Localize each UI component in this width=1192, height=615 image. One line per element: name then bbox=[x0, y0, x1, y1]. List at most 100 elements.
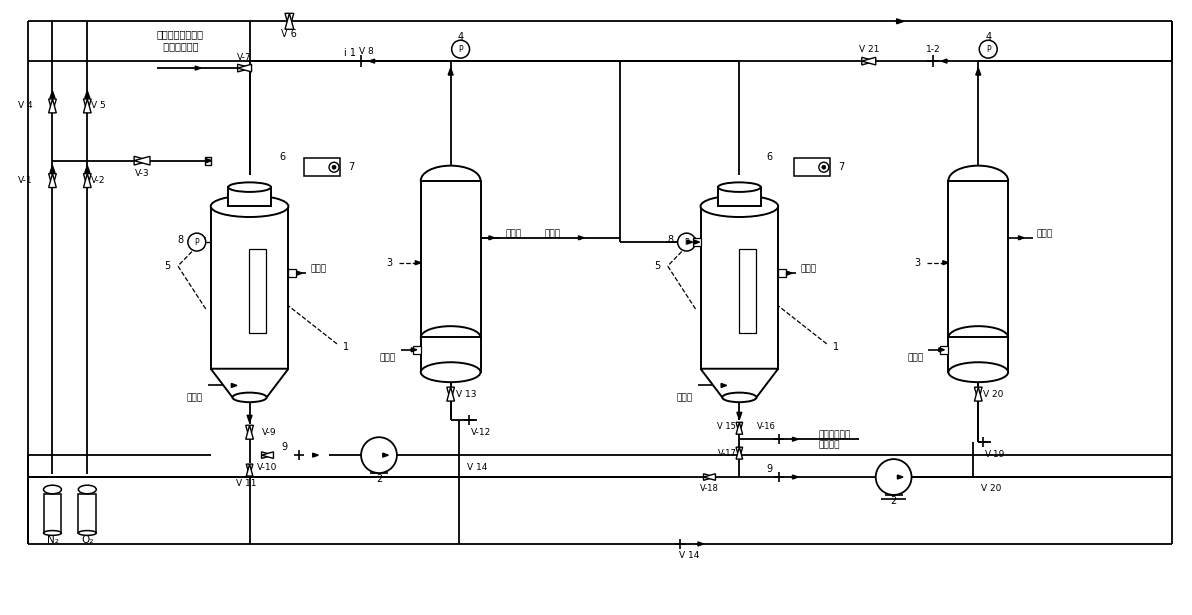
Text: 冷媒出: 冷媒出 bbox=[505, 229, 522, 239]
Bar bbox=[79, 494, 97, 533]
Text: P: P bbox=[458, 45, 462, 54]
Text: V-12: V-12 bbox=[471, 428, 491, 437]
Polygon shape bbox=[411, 348, 417, 352]
Text: V-7: V-7 bbox=[237, 53, 252, 62]
Text: V-1: V-1 bbox=[18, 176, 32, 185]
Ellipse shape bbox=[722, 392, 757, 402]
Bar bbox=[778, 269, 787, 277]
Polygon shape bbox=[943, 261, 949, 264]
Ellipse shape bbox=[232, 392, 267, 402]
Ellipse shape bbox=[79, 485, 97, 494]
Text: 9: 9 bbox=[766, 464, 772, 474]
Ellipse shape bbox=[701, 196, 778, 217]
Text: P: P bbox=[684, 237, 689, 247]
Polygon shape bbox=[737, 412, 741, 419]
Ellipse shape bbox=[211, 196, 288, 217]
Bar bbox=[205, 157, 211, 165]
Text: V-3: V-3 bbox=[135, 169, 149, 178]
Text: 3: 3 bbox=[914, 258, 920, 268]
Polygon shape bbox=[49, 99, 56, 113]
Polygon shape bbox=[261, 452, 273, 458]
Polygon shape bbox=[793, 475, 799, 479]
Polygon shape bbox=[489, 236, 495, 240]
Bar bbox=[421, 181, 480, 338]
Polygon shape bbox=[578, 236, 584, 240]
Text: 冷媒进: 冷媒进 bbox=[907, 353, 924, 362]
Polygon shape bbox=[694, 240, 700, 244]
Circle shape bbox=[188, 233, 206, 251]
Text: 1: 1 bbox=[343, 342, 349, 352]
Ellipse shape bbox=[949, 362, 1008, 382]
Text: V 6: V 6 bbox=[281, 30, 297, 39]
Polygon shape bbox=[134, 156, 150, 165]
Polygon shape bbox=[787, 271, 793, 275]
Polygon shape bbox=[976, 68, 981, 75]
Polygon shape bbox=[862, 57, 876, 65]
Bar bbox=[949, 181, 1008, 338]
Bar bbox=[228, 187, 271, 206]
Polygon shape bbox=[448, 68, 453, 75]
Ellipse shape bbox=[228, 183, 271, 192]
Polygon shape bbox=[247, 464, 253, 476]
Ellipse shape bbox=[949, 165, 1008, 196]
Polygon shape bbox=[246, 425, 254, 439]
Bar bbox=[304, 158, 340, 176]
Text: 2: 2 bbox=[375, 474, 383, 484]
Text: 2: 2 bbox=[890, 496, 896, 506]
Text: V 14: V 14 bbox=[466, 462, 488, 472]
Text: 5: 5 bbox=[654, 261, 660, 271]
Bar bbox=[739, 249, 756, 333]
Ellipse shape bbox=[43, 531, 62, 536]
Text: 5: 5 bbox=[164, 261, 170, 271]
Polygon shape bbox=[195, 66, 200, 70]
Text: 7: 7 bbox=[348, 162, 354, 172]
Polygon shape bbox=[85, 91, 89, 98]
Polygon shape bbox=[1018, 236, 1024, 240]
Bar bbox=[43, 494, 62, 533]
Text: 冷媒进: 冷媒进 bbox=[380, 353, 396, 362]
Bar bbox=[940, 346, 949, 354]
Text: V 14: V 14 bbox=[679, 552, 700, 560]
Polygon shape bbox=[862, 57, 876, 65]
Polygon shape bbox=[50, 91, 55, 98]
Text: 3: 3 bbox=[386, 258, 393, 268]
Polygon shape bbox=[415, 261, 421, 264]
Polygon shape bbox=[383, 453, 389, 457]
Polygon shape bbox=[896, 19, 904, 24]
Ellipse shape bbox=[421, 362, 480, 382]
Polygon shape bbox=[699, 542, 703, 546]
Circle shape bbox=[452, 40, 470, 58]
Polygon shape bbox=[50, 165, 55, 173]
Text: V-2: V-2 bbox=[92, 176, 106, 185]
Text: 9: 9 bbox=[281, 442, 287, 452]
Polygon shape bbox=[447, 387, 454, 401]
Polygon shape bbox=[247, 464, 253, 476]
Text: 8: 8 bbox=[668, 235, 673, 245]
Bar bbox=[949, 338, 1008, 372]
Text: 冷媒出: 冷媒出 bbox=[544, 229, 560, 239]
Text: 冷媒出: 冷媒出 bbox=[1036, 229, 1053, 239]
Polygon shape bbox=[83, 173, 91, 188]
Text: V 20: V 20 bbox=[983, 390, 1004, 399]
Polygon shape bbox=[49, 99, 56, 113]
Bar bbox=[693, 238, 701, 246]
Text: 冷媒进: 冷媒进 bbox=[187, 393, 203, 402]
Polygon shape bbox=[737, 447, 743, 459]
Bar bbox=[249, 249, 266, 333]
Polygon shape bbox=[206, 159, 212, 162]
Ellipse shape bbox=[421, 165, 480, 196]
Polygon shape bbox=[701, 369, 778, 397]
Text: 冷媒出: 冷媒出 bbox=[310, 264, 327, 274]
Text: V 11: V 11 bbox=[236, 478, 256, 488]
Polygon shape bbox=[687, 240, 693, 244]
Text: i 1: i 1 bbox=[344, 48, 356, 58]
Circle shape bbox=[333, 165, 336, 169]
Polygon shape bbox=[285, 14, 293, 30]
Text: V-9: V-9 bbox=[261, 428, 277, 437]
Polygon shape bbox=[898, 475, 904, 479]
Polygon shape bbox=[237, 64, 252, 72]
Polygon shape bbox=[703, 474, 715, 480]
Text: 4: 4 bbox=[458, 32, 464, 42]
Bar bbox=[211, 206, 288, 369]
Circle shape bbox=[677, 233, 696, 251]
